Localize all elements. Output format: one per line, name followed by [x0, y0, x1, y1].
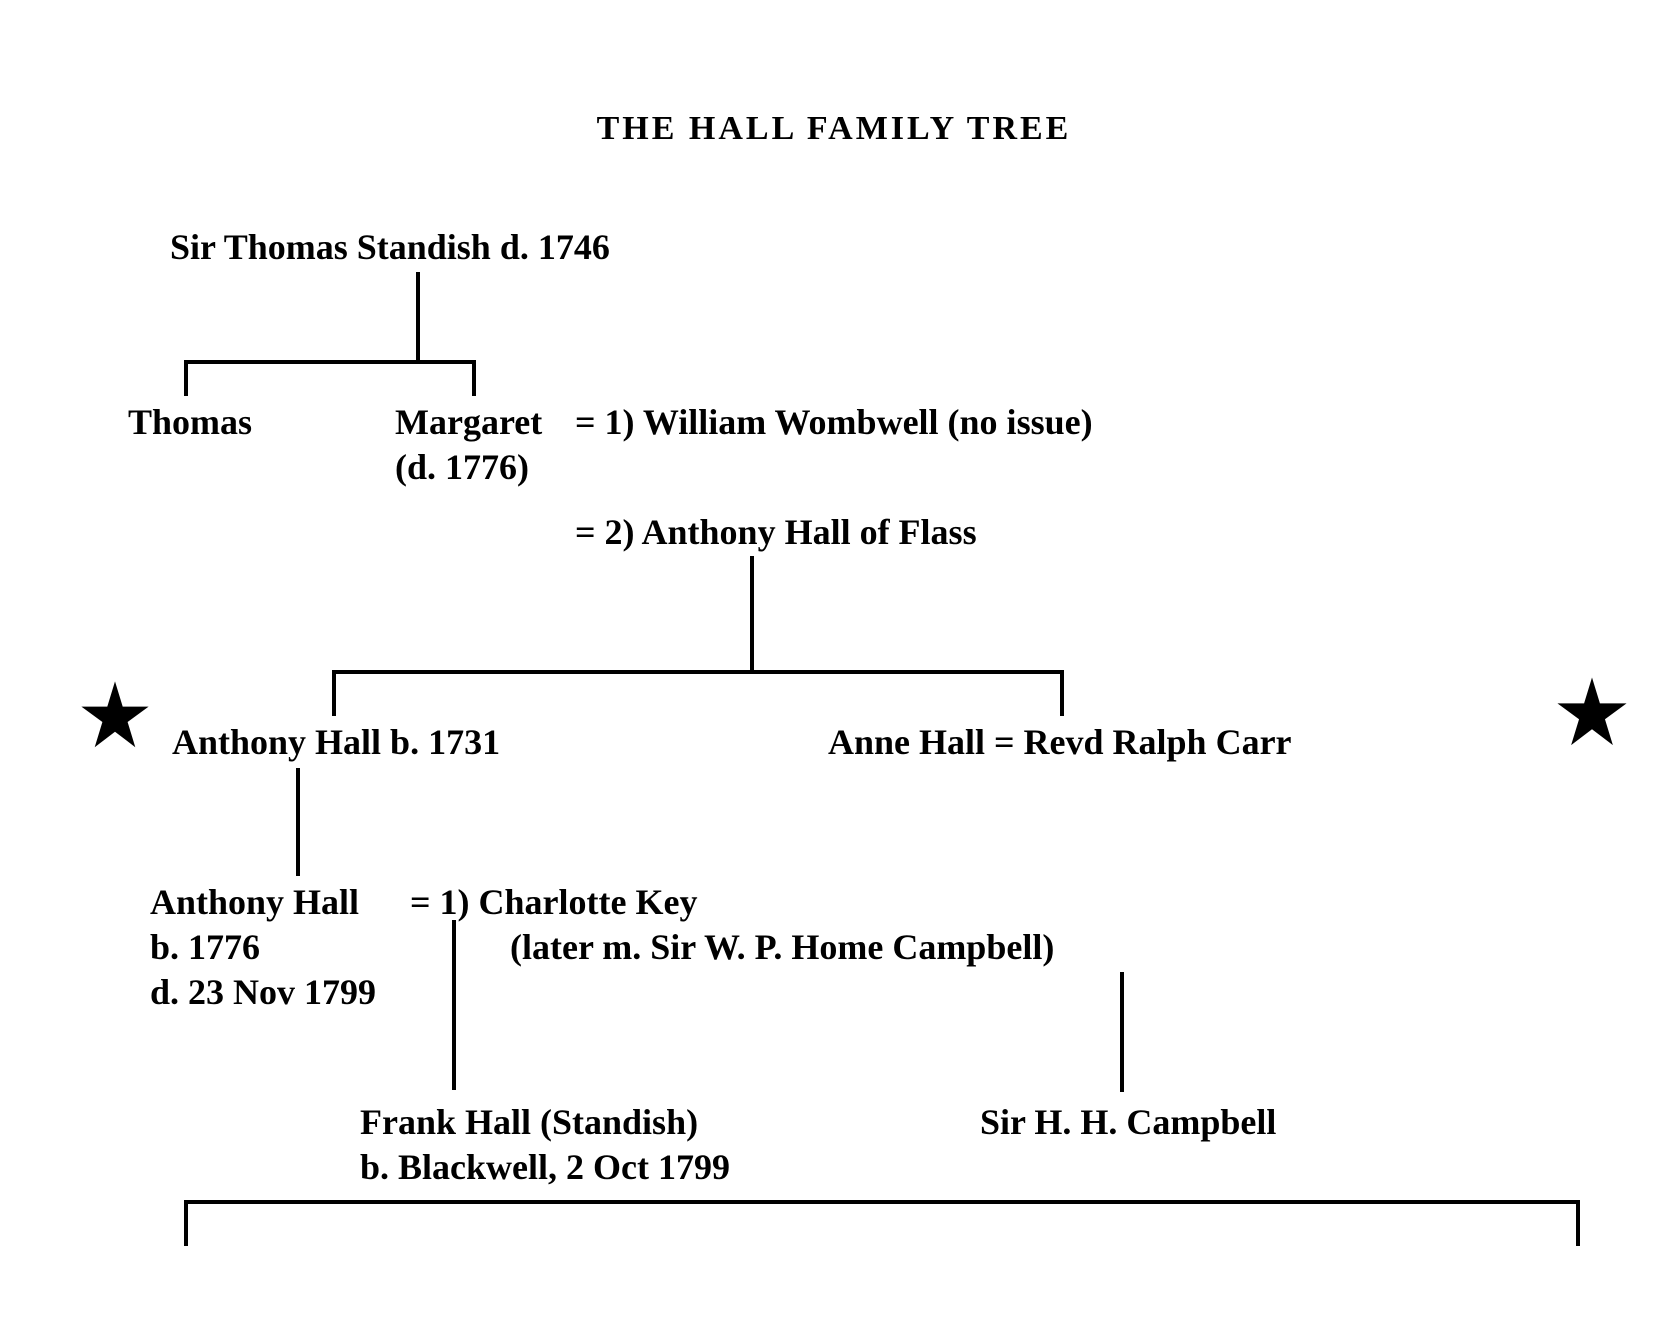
- connector-vline: [184, 1200, 188, 1246]
- connector-hline: [184, 360, 476, 364]
- connector-vline: [296, 768, 300, 876]
- connector-vline: [184, 360, 188, 396]
- connector-hline: [332, 670, 1060, 674]
- node-anthony1731: Anthony Hall b. 1731: [172, 720, 500, 765]
- node-eq-ck: = 1) Charlotte Key: [410, 880, 697, 925]
- node-frank: Frank Hall (Standish)b. Blackwell, 2 Oct…: [360, 1100, 730, 1190]
- connector-vline: [416, 272, 420, 362]
- node-m2: = 2) Anthony Hall of Flass: [575, 510, 977, 555]
- connector-vline: [472, 360, 476, 396]
- page-title: THE HALL FAMILY TREE: [0, 110, 1668, 148]
- connector-vline: [750, 616, 754, 670]
- connector-vline: [1120, 972, 1124, 1092]
- star-icon: [80, 680, 150, 755]
- connector-vline: [750, 556, 754, 616]
- connector-vline: [452, 920, 456, 1090]
- connector-vline: [1576, 1200, 1580, 1246]
- node-hhcampbell: Sir H. H. Campbell: [980, 1100, 1276, 1145]
- node-anthony1776: Anthony Hallb. 1776d. 23 Nov 1799: [150, 880, 376, 1015]
- connector-vline: [332, 670, 336, 716]
- node-m1: = 1) William Wombwell (no issue): [575, 400, 1093, 445]
- node-thomas: Thomas: [128, 400, 252, 445]
- node-margaret: Margaret(d. 1776): [395, 400, 542, 490]
- connector-hline: [184, 1200, 1576, 1204]
- star-icon: [1556, 676, 1628, 753]
- node-anne: Anne Hall = Revd Ralph Carr: [828, 720, 1292, 765]
- connector-vline: [1060, 670, 1064, 716]
- node-standish: Sir Thomas Standish d. 1746: [170, 225, 610, 270]
- node-ck-note: (later m. Sir W. P. Home Campbell): [510, 925, 1054, 970]
